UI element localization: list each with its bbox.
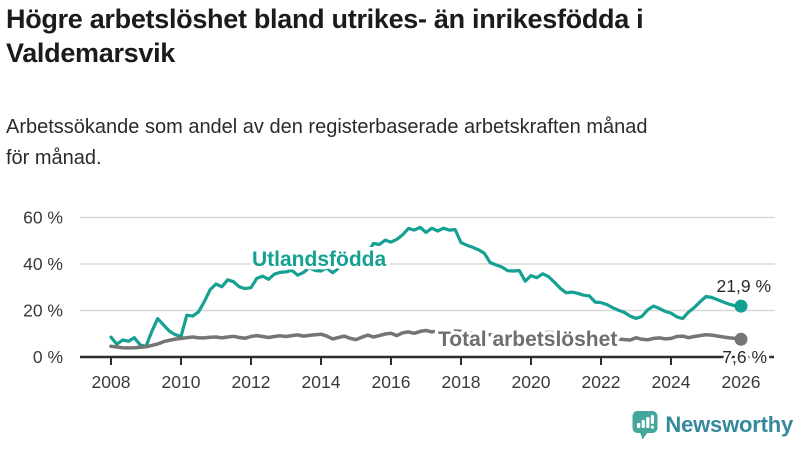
x-tick-label: 2010 [162, 372, 201, 392]
x-tick-label: 2024 [652, 372, 691, 392]
series-label-0: Utlandsfödda [252, 248, 386, 271]
x-tick-label: 2018 [442, 372, 481, 392]
series-label-1: Total arbetslöshet [438, 328, 617, 351]
line-chart: 0 % 20 % 40 % 60 % 2008 2010 2012 2014 2016 2018 2… [23, 208, 775, 392]
series-line-1 [109, 328, 743, 350]
x-tick-label: 2016 [372, 372, 411, 392]
end-value-label-1: 7,6 % [722, 347, 767, 367]
x-tick-label: 2026 [722, 372, 761, 392]
series-end-dot-0 [734, 299, 748, 313]
x-tick-label: 2012 [232, 372, 271, 392]
end-value-label-0: 21,9 % [717, 276, 771, 296]
y-tick-label: 20 % [23, 301, 63, 321]
brand-name: Newsworthy [665, 412, 793, 437]
x-tick-label: 2020 [512, 372, 551, 392]
x-tick-label: 2014 [302, 372, 341, 392]
chart-subtitle: Arbetssökande som andel av den registerb… [6, 116, 648, 169]
y-tick-label: 0 % [33, 347, 63, 367]
x-tick-label: 2022 [582, 372, 621, 392]
bar-chart-bubble-icon [632, 410, 658, 440]
y-tick-label: 40 % [23, 254, 63, 274]
chart-title: Högre arbetslöshet bland utrikes- än inr… [6, 4, 644, 68]
series-end-dot-1 [734, 332, 748, 346]
y-tick-label: 60 % [23, 208, 63, 228]
series-line-0 [109, 225, 743, 348]
x-tick-label: 2008 [92, 372, 131, 392]
brand-footer: Newsworthy [632, 410, 793, 440]
